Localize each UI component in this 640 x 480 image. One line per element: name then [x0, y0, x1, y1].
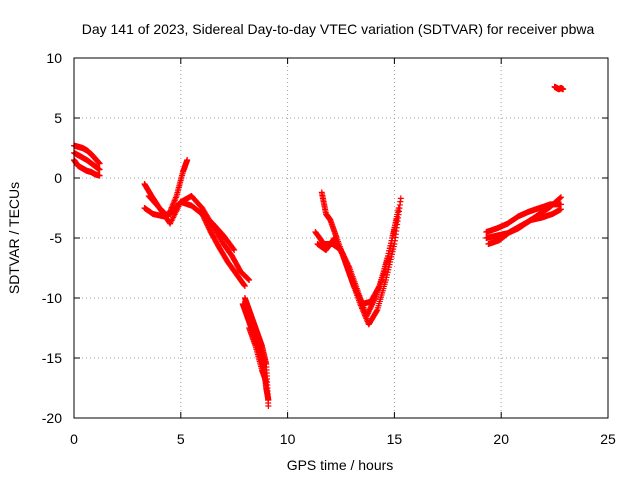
series-arc-1a: [71, 157, 103, 179]
series-arc-1c: [71, 149, 103, 173]
y-tick-label: -10: [42, 290, 62, 306]
y-tick-label: 0: [54, 170, 62, 186]
series-arc-5b: [483, 201, 565, 235]
series-arc-3c: [246, 325, 270, 385]
data-point-marker: [231, 247, 238, 253]
series-arc-2c: [145, 193, 253, 283]
data-point-marker: [558, 194, 565, 201]
data-point-marker: [241, 282, 248, 289]
y-tick-label: -15: [42, 350, 62, 366]
x-tick-label: 25: [600, 431, 616, 447]
series-arc-6: [551, 83, 567, 93]
x-tick-label: 10: [280, 431, 296, 447]
series-arc-5c: [485, 206, 565, 247]
series-arc-5a: [483, 194, 565, 241]
data-point-marker: [397, 195, 404, 202]
data-point-marker: [265, 403, 272, 409]
grid-lines: [74, 58, 608, 418]
y-tick-label: 10: [46, 50, 62, 66]
data-point-marker: [558, 206, 565, 213]
x-axis-label: GPS time / hours: [287, 457, 394, 473]
data-point-marker: [184, 157, 191, 163]
y-axis-label: SDTVAR / TECUs: [6, 182, 22, 294]
x-tick-label: 5: [177, 431, 185, 447]
data-point-marker: [560, 86, 567, 93]
data-point-marker: [375, 284, 382, 291]
y-tick-label: -5: [50, 230, 63, 246]
x-tick-label: 15: [387, 431, 403, 447]
data-point-marker: [96, 172, 103, 179]
series-arc-2d: [199, 211, 248, 289]
data-point-marker: [246, 277, 253, 283]
y-tick-label: -20: [42, 410, 62, 426]
x-tick-label: 0: [70, 431, 78, 447]
plot-frame: [73, 57, 609, 419]
series-arc-4c: [318, 189, 400, 307]
x-tick-label: 20: [493, 431, 509, 447]
data-point-marker: [263, 379, 270, 385]
data-points: [71, 83, 567, 409]
series-arc-3b: [241, 295, 272, 409]
data-point-marker: [230, 245, 237, 252]
data-point-marker: [373, 308, 380, 315]
data-point-marker: [557, 194, 564, 201]
y-tick-label: 5: [54, 110, 62, 126]
chart-title: Day 141 of 2023, Sidereal Day-to-day VTE…: [82, 21, 595, 37]
data-point-marker: [96, 160, 103, 167]
axis-ticks: 0 5 10 15 20 25 -20 -15 -10 -5 0 5 10: [42, 50, 616, 447]
data-point-marker: [393, 217, 400, 223]
data-point-marker: [96, 166, 103, 173]
data-point-marker: [241, 283, 248, 289]
series-arc-1b: [71, 142, 103, 167]
